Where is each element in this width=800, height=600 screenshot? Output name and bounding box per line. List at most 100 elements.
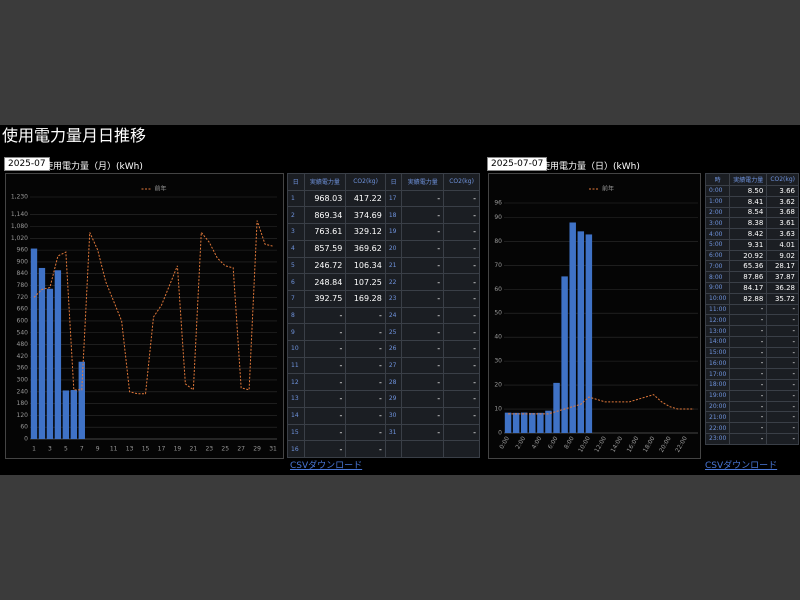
x-tick-label: 3 xyxy=(48,446,52,453)
x-tick-label: 10:00 xyxy=(577,435,592,454)
table-cell: - xyxy=(303,306,347,325)
table-cell: - xyxy=(401,356,445,375)
table-cell: - xyxy=(401,189,445,208)
y-tick-label: 1,080 xyxy=(11,223,28,230)
table-row: 9:00 84.17 36.28 xyxy=(704,282,800,294)
table-row: 22:00- - xyxy=(704,422,800,434)
month-table-wrap: 日実績電力量 CO2(kg) 日実績電力量 CO2(kg) 1 968.03 417.22 1… xyxy=(287,173,480,458)
table-cell: - xyxy=(443,189,480,208)
month-chart: 0 60 120 180 240 300 360 420 480 540 600 660 720 780 8… xyxy=(11,185,277,453)
x-tick-label: 9 xyxy=(96,446,100,453)
month-input[interactable]: 2025-07 xyxy=(4,157,50,171)
table-cell xyxy=(384,440,403,458)
bar xyxy=(62,390,70,439)
y-tick-label: 96 xyxy=(494,200,502,207)
table-cell: 369.62 xyxy=(345,239,386,258)
table-cell: 9 xyxy=(287,323,305,342)
x-tick-label: 6:00 xyxy=(547,435,560,450)
table-row: 15:00- - xyxy=(704,346,800,359)
table-row: 7 392.75 169.28 23- - xyxy=(287,289,480,308)
table-cell: 28 xyxy=(384,373,403,392)
table-cell: 248.84 xyxy=(303,273,347,291)
table-row: 14- -30- - xyxy=(287,406,480,425)
y-tick-label: 540 xyxy=(17,329,29,336)
table-cell: - xyxy=(766,432,800,446)
y-tick-label: 780 xyxy=(17,282,29,289)
day-input[interactable]: 2025-07-07 xyxy=(487,157,548,171)
table-cell: - xyxy=(303,440,347,458)
x-tick-label: 0:00 xyxy=(498,435,511,450)
table-cell: 869.34 xyxy=(303,206,347,225)
x-tick-label: 27 xyxy=(237,446,245,453)
table-cell: 31 xyxy=(384,423,403,442)
table-cell: - xyxy=(443,306,480,325)
header-cell: 実績電力量 xyxy=(729,173,768,186)
table-cell: 2:00 xyxy=(704,206,731,219)
table-cell: - xyxy=(766,357,800,370)
table-cell: 20 xyxy=(384,239,403,258)
table-cell: 3.62 xyxy=(766,195,800,208)
table-cell: 15 xyxy=(287,423,305,442)
y-tick-label: 10 xyxy=(494,406,502,413)
table-cell: 9.31 xyxy=(729,238,768,251)
y-tick-label: 600 xyxy=(17,317,29,324)
table-cell: 36.28 xyxy=(766,282,800,294)
table-row: 13:00- - xyxy=(704,325,800,337)
table-cell: 8.38 xyxy=(729,217,768,230)
table-cell: 5:00 xyxy=(704,238,731,251)
table-cell: - xyxy=(766,368,800,381)
table-cell: - xyxy=(729,400,768,413)
table-row: 23:00- - xyxy=(704,432,800,446)
table-cell: - xyxy=(401,340,445,358)
y-tick-label: 1,230 xyxy=(11,194,28,201)
table-cell: 27 xyxy=(384,356,403,375)
legend-label: 前年 xyxy=(602,185,614,193)
y-tick-label: 720 xyxy=(17,294,29,301)
table-cell: 21:00 xyxy=(704,411,731,424)
table-cell: - xyxy=(443,289,480,308)
table-row: 21:00- - xyxy=(704,411,800,424)
day-csv-link[interactable]: CSVダウンロード xyxy=(705,461,778,471)
header-cell: 日 xyxy=(287,173,305,191)
table-cell: 8 xyxy=(287,306,305,325)
table-cell: - xyxy=(766,303,800,316)
bar xyxy=(46,288,54,439)
y-tick-label: 60 xyxy=(20,424,28,431)
x-tick-label: 20:00 xyxy=(658,435,673,454)
y-tick-label: 70 xyxy=(494,262,502,269)
bar xyxy=(553,382,560,433)
x-tick-label: 11 xyxy=(110,446,118,453)
table-cell: 7:00 xyxy=(704,260,731,273)
table-row: 12- -28- - xyxy=(287,373,480,392)
table-cell: 19 xyxy=(384,223,403,241)
table-cell: - xyxy=(401,239,445,258)
table-row: 16:00- - xyxy=(704,357,800,370)
table-cell: - xyxy=(401,390,445,408)
panel: 使用電力量月日推移 2025-07 使用電力量（月）(kWh) 0 60 120 18… xyxy=(0,125,800,475)
table-cell: 4:00 xyxy=(704,228,731,240)
y-tick-label: 300 xyxy=(17,376,29,383)
table-cell: 107.25 xyxy=(345,273,386,291)
table-row: 16- - xyxy=(287,440,480,458)
table-cell: 24 xyxy=(384,306,403,325)
table-cell: 2 xyxy=(287,206,305,225)
day-table-wrap: 時実績電力量 CO2(kg) 0:00 8.50 3.66 1:00 8.41 3.62 2:0… xyxy=(704,173,800,446)
table-row: 5 246.72 106.34 21- - xyxy=(287,256,480,275)
table-cell: 8:00 xyxy=(704,271,731,284)
table-cell: - xyxy=(766,335,800,348)
table-row: 10:00 82.88 35.72 xyxy=(704,292,800,305)
x-tick-label: 1 xyxy=(32,446,36,453)
day-chart: 0 10 20 30 40 50 60 70 80 90 96 0:00 2:00 4:00 6:00 8:0… xyxy=(494,185,698,454)
table-cell: 20:00 xyxy=(704,400,731,413)
header-row: 日実績電力量 CO2(kg) 日実績電力量 CO2(kg) xyxy=(287,173,480,191)
y-tick-label: 30 xyxy=(494,358,502,365)
table-cell: - xyxy=(729,303,768,316)
table-row: 8- -24- - xyxy=(287,306,480,325)
month-csv-link[interactable]: CSVダウンロード xyxy=(290,461,363,471)
table-cell: 11:00 xyxy=(704,303,731,316)
table-cell: - xyxy=(443,423,480,442)
table-cell: - xyxy=(729,389,768,402)
table-cell: 10 xyxy=(287,340,305,358)
table-row: 9- -25- - xyxy=(287,323,480,342)
bar xyxy=(54,270,62,439)
